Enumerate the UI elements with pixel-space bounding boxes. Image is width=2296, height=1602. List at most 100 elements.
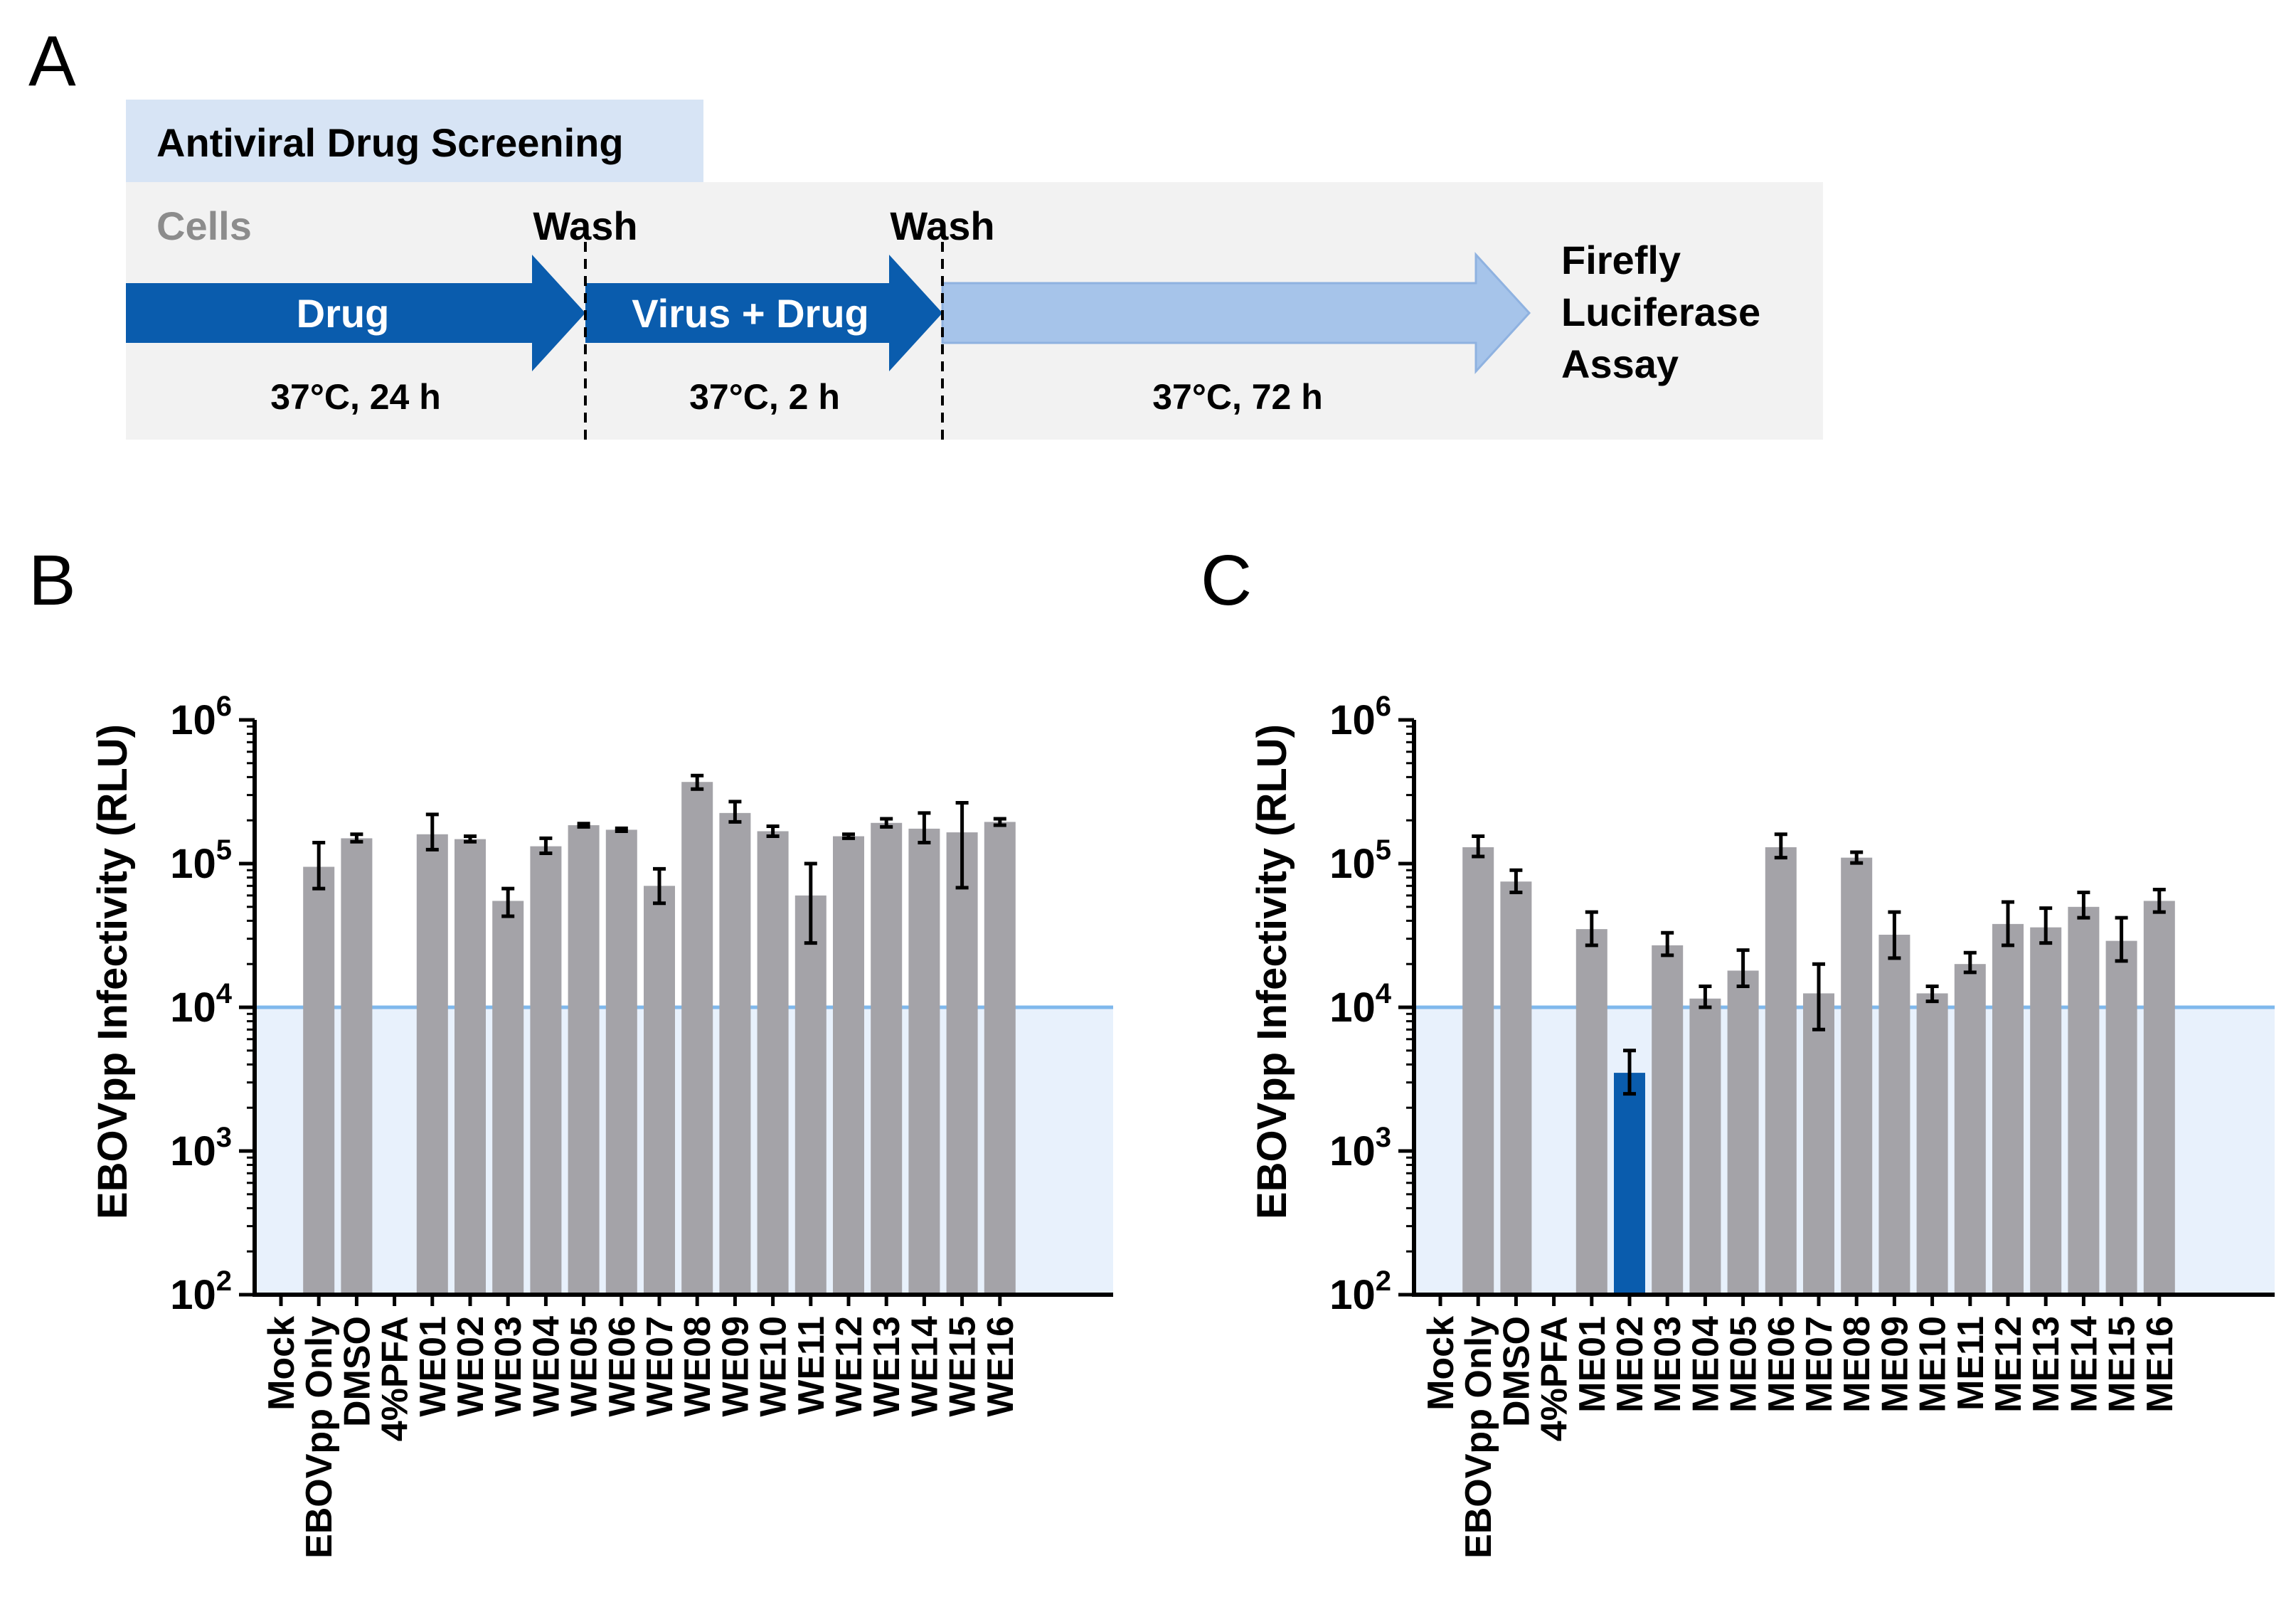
x-tick-label: 4%PFA bbox=[1534, 1316, 1575, 1441]
x-tick-label: WE01 bbox=[413, 1316, 454, 1417]
bar bbox=[303, 866, 335, 1295]
bar bbox=[1803, 993, 1834, 1295]
chart-b-yticks: 102 103 104 105 106 bbox=[170, 691, 255, 1318]
bar bbox=[492, 901, 524, 1295]
y-tick-label: 105 bbox=[1329, 834, 1391, 887]
chart-b-errorbars bbox=[312, 773, 1006, 945]
assay-line-1: Firefly bbox=[1561, 238, 1681, 282]
chart-c-bars bbox=[1462, 847, 2175, 1295]
y-tick-label: 103 bbox=[170, 1122, 232, 1174]
bar bbox=[568, 825, 600, 1295]
x-tick-label: ME08 bbox=[1837, 1316, 1878, 1413]
virus-drug-arrow bbox=[585, 255, 942, 371]
virus-drug-step-label: Virus + Drug bbox=[632, 291, 869, 336]
y-tick-label: 104 bbox=[170, 978, 233, 1031]
bar bbox=[833, 836, 864, 1295]
drug-step-label: Drug bbox=[297, 291, 390, 336]
x-tick-label: ME06 bbox=[1761, 1316, 1802, 1413]
x-tick-label: DMSO bbox=[336, 1316, 378, 1427]
x-tick-label: DMSO bbox=[1496, 1316, 1537, 1427]
x-tick-label: ME15 bbox=[2102, 1316, 2143, 1413]
bar bbox=[1841, 857, 1873, 1295]
x-tick-label: ME05 bbox=[1723, 1316, 1765, 1413]
bar bbox=[1916, 993, 1948, 1295]
bar bbox=[1878, 934, 1910, 1295]
x-tick-label: EBOVpp Only bbox=[1458, 1316, 1499, 1559]
x-tick-label: ME02 bbox=[1610, 1316, 1651, 1413]
y-tick-label: 102 bbox=[170, 1266, 232, 1318]
bar bbox=[2068, 906, 2100, 1295]
bar bbox=[605, 829, 637, 1295]
y-tick-label: 105 bbox=[170, 834, 232, 887]
bar bbox=[1652, 945, 1684, 1295]
bar bbox=[341, 838, 373, 1295]
bar bbox=[1500, 881, 1532, 1295]
x-tick-label: WE04 bbox=[526, 1316, 567, 1417]
assay-line-2: Luciferase bbox=[1561, 290, 1760, 334]
y-tick-label: 103 bbox=[1329, 1122, 1391, 1174]
bar bbox=[1954, 964, 1986, 1295]
bar bbox=[1462, 847, 1494, 1295]
incubation-arrow bbox=[941, 252, 1531, 374]
panel-label-c: C bbox=[1201, 541, 1252, 620]
x-tick-label: ME09 bbox=[1874, 1316, 1915, 1413]
x-tick-label: WE08 bbox=[677, 1316, 718, 1417]
schematic: Antiviral Drug Screening Cells Wash Wash… bbox=[126, 100, 1823, 440]
x-tick-label: ME03 bbox=[1647, 1316, 1689, 1413]
bar bbox=[2105, 940, 2137, 1295]
bar bbox=[871, 822, 903, 1295]
x-tick-label: ME12 bbox=[1988, 1316, 2029, 1413]
x-tick-label: EBOVpp Only bbox=[299, 1316, 340, 1559]
condition-3: 37°C, 72 h bbox=[1152, 377, 1323, 417]
x-tick-label: WE10 bbox=[753, 1316, 794, 1417]
x-tick-label: WE07 bbox=[639, 1316, 681, 1417]
y-tick-label: 104 bbox=[1329, 978, 1392, 1031]
panel-label-a: A bbox=[28, 21, 76, 101]
x-tick-label: ME16 bbox=[2140, 1316, 2181, 1413]
chart-b-bars bbox=[303, 782, 1016, 1295]
bar bbox=[1689, 998, 1721, 1295]
panel-label-b: B bbox=[28, 541, 76, 620]
chart-c-ylabel: EBOVpp Infectivity (RLU) bbox=[1249, 724, 1295, 1219]
x-tick-label: ME13 bbox=[2026, 1316, 2067, 1413]
assay-line-3: Assay bbox=[1561, 341, 1679, 386]
bar bbox=[1614, 1073, 1645, 1295]
x-tick-label: 4%PFA bbox=[375, 1316, 416, 1441]
bar bbox=[719, 812, 751, 1295]
x-tick-label: ME14 bbox=[2063, 1316, 2105, 1413]
x-tick-label: WE06 bbox=[602, 1316, 643, 1417]
x-tick-label: Mock bbox=[261, 1316, 302, 1411]
bar bbox=[908, 828, 940, 1295]
x-tick-label: WE03 bbox=[488, 1316, 529, 1417]
x-tick-label: Mock bbox=[1420, 1316, 1462, 1411]
x-tick-label: ME11 bbox=[1950, 1316, 1992, 1411]
bar bbox=[1575, 929, 1607, 1295]
bar bbox=[1727, 970, 1759, 1295]
x-tick-label: WE05 bbox=[564, 1316, 605, 1417]
x-tick-label: ME04 bbox=[1685, 1316, 1726, 1413]
bar bbox=[1992, 923, 2024, 1295]
x-tick-label: ME10 bbox=[1913, 1316, 1954, 1413]
x-tick-label: WE16 bbox=[980, 1316, 1021, 1417]
chart-c-errorbars bbox=[1472, 832, 2166, 1096]
x-tick-label: ME01 bbox=[1572, 1316, 1613, 1413]
wash-label-2: Wash bbox=[890, 203, 994, 248]
bar bbox=[1765, 847, 1797, 1295]
x-tick-label: WE14 bbox=[904, 1316, 945, 1417]
bar bbox=[455, 839, 486, 1295]
x-tick-label: WE13 bbox=[866, 1316, 908, 1417]
chart-c-yticks: 102 103 104 105 106 bbox=[1329, 691, 1414, 1318]
bar bbox=[2143, 901, 2175, 1295]
y-tick-label: 106 bbox=[170, 691, 232, 743]
y-tick-label: 106 bbox=[1329, 691, 1391, 743]
schematic-title-box bbox=[126, 100, 703, 182]
bar bbox=[984, 822, 1016, 1295]
bar bbox=[794, 895, 827, 1295]
x-tick-label: WE02 bbox=[450, 1316, 491, 1417]
y-tick-label: 102 bbox=[1329, 1266, 1391, 1318]
x-tick-label: WE09 bbox=[715, 1316, 756, 1417]
